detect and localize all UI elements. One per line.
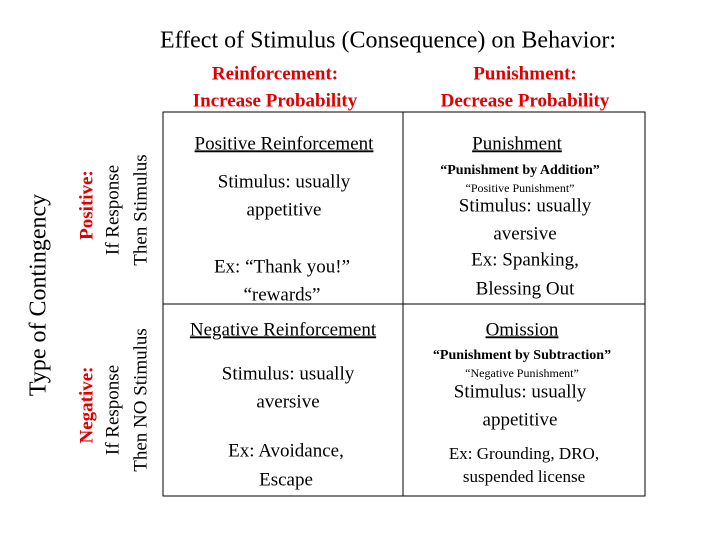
cell-text: Ex: Avoidance, [228, 440, 344, 461]
cell-text: aversive [493, 223, 556, 244]
cell-note: “Positive Punishment” [466, 181, 575, 195]
row-line: Then NO Stimulus [130, 328, 151, 472]
cell-text: suspended license [463, 467, 585, 486]
cell-text: appetitive [247, 199, 322, 220]
cell-text: aversive [256, 391, 319, 412]
cell-note: “Negative Punishment” [465, 366, 579, 380]
cell-text: Blessing Out [476, 278, 575, 299]
cell-alias: “Punishment by Addition” [440, 163, 600, 178]
column-subheader: Decrease Probability [441, 90, 610, 111]
column-header: Reinforcement: [212, 63, 338, 84]
cell-text: Ex: Spanking, [471, 249, 579, 270]
cell-title: Omission [486, 319, 559, 340]
row-line: If Response [102, 165, 123, 255]
title: Effect of Stimulus (Consequence) on Beha… [160, 28, 616, 54]
cell-text: Stimulus: usually [218, 171, 351, 192]
row-line: If Response [102, 365, 123, 455]
row-label: Negative: [76, 366, 97, 443]
cell-text: appetitive [483, 409, 558, 430]
column-header: Punishment: [473, 63, 576, 84]
cell-text: Stimulus: usually [222, 363, 355, 384]
column-subheader: Increase Probability [193, 90, 358, 111]
row-axis-label: Type of Contingency [26, 194, 52, 396]
cell-text: “rewards” [243, 284, 320, 305]
cell-text: Ex: Grounding, DRO, [449, 444, 599, 463]
cell-text: Escape [259, 469, 313, 490]
cell-alias: “Punishment by Subtraction” [433, 348, 611, 363]
cell-title: Negative Reinforcement [190, 319, 377, 340]
row-label: Positive: [76, 170, 97, 240]
cell-text: Stimulus: usually [454, 381, 587, 402]
cell-text: Ex: “Thank you!” [214, 256, 350, 277]
cell-title: Punishment [472, 133, 562, 154]
cell-title: Positive Reinforcement [195, 133, 375, 154]
row-line: Then Stimulus [130, 154, 151, 265]
cell-text: Stimulus: usually [459, 195, 592, 216]
